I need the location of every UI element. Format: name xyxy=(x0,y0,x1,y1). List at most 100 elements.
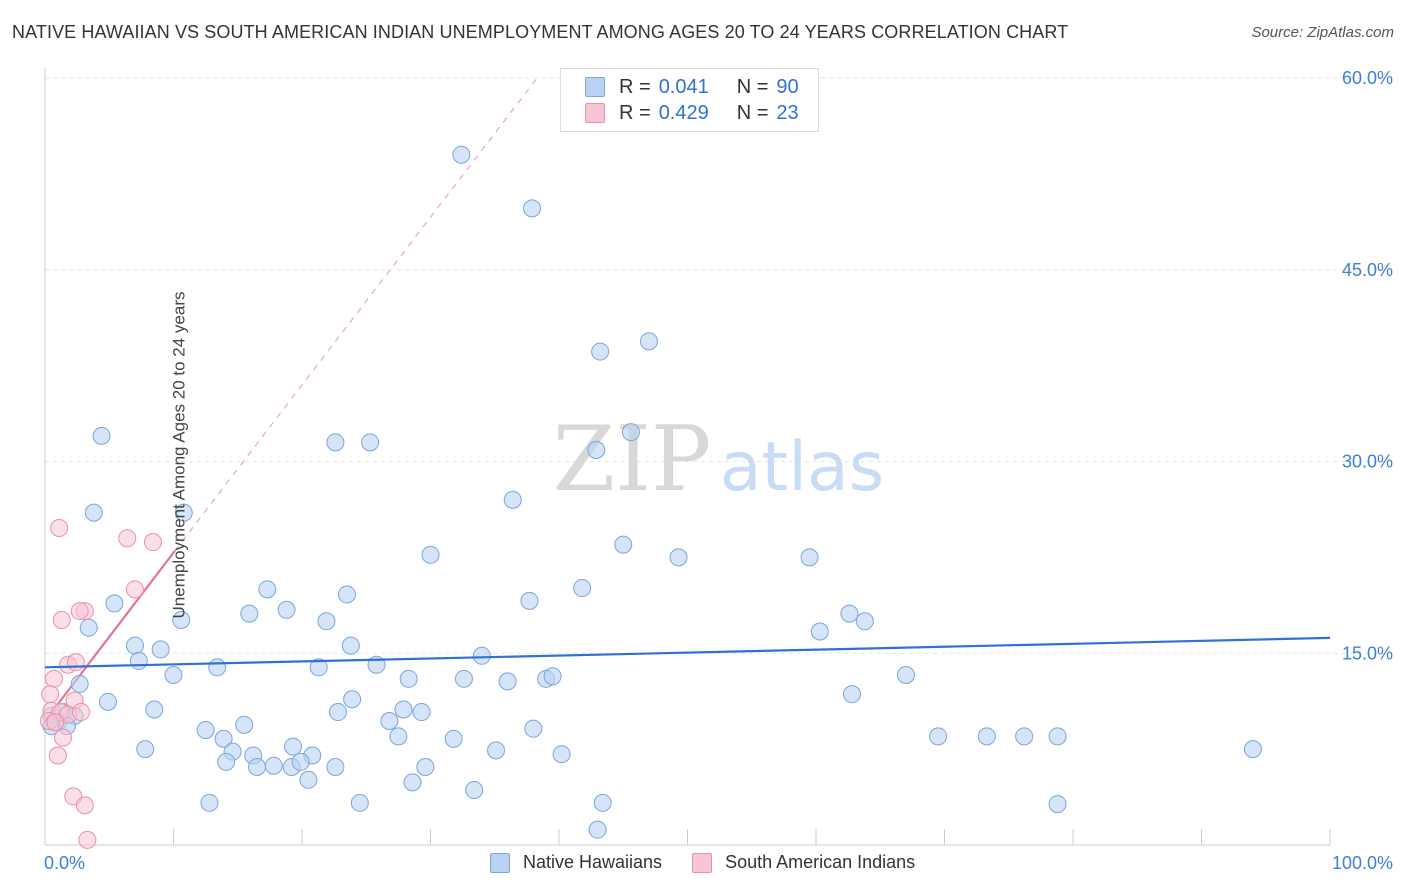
native-hawaiian-point xyxy=(341,636,360,655)
native-hawaiian-point xyxy=(520,591,539,610)
south-american-indian-point xyxy=(143,533,162,552)
native-hawaiian-point xyxy=(343,690,362,709)
y-tick-label: 15.0% xyxy=(1342,643,1393,663)
watermark-zip: ZIP xyxy=(553,407,712,512)
native-hawaiian-point xyxy=(136,740,155,759)
series-legend: Native Hawaiians South American Indians xyxy=(490,852,945,873)
south-american-indian-point xyxy=(71,703,90,722)
native-hawaiian-point xyxy=(929,727,948,746)
y-tick-label: 45.0% xyxy=(1342,260,1393,280)
legend-row-blue: R = 0.041 N = 90 xyxy=(585,75,799,99)
legend-pink-r-value: 0.429 xyxy=(658,101,709,124)
south-american-indian-point xyxy=(118,529,137,548)
gridlines xyxy=(45,77,1392,654)
native-hawaiian-point xyxy=(125,636,144,655)
native-hawaiian-point xyxy=(399,669,418,688)
native-hawaiian-point xyxy=(855,612,874,631)
south-american-indian-point xyxy=(52,611,71,630)
south-american-indian-point xyxy=(78,830,97,849)
native-hawaiian-point xyxy=(70,674,89,693)
native-hawaiian-point xyxy=(151,640,170,659)
native-hawaiian-point xyxy=(79,618,98,637)
legend-blue-n-value: 90 xyxy=(776,75,799,98)
south-american-indian-point xyxy=(46,713,65,732)
native-hawaiian-point xyxy=(840,604,859,623)
south-american-indian-point xyxy=(70,602,89,621)
south-american-indian-point xyxy=(41,685,60,704)
correlation-legend: R = 0.041 N = 90 R = 0.429 N = 23 xyxy=(560,68,819,132)
zipatlas-watermark: ZIP atlas xyxy=(553,407,884,512)
native-hawaiian-point xyxy=(98,692,117,711)
native-hawaiian-point xyxy=(389,727,408,746)
native-hawaiian-point xyxy=(573,579,592,598)
y-tick-label: 60.0% xyxy=(1342,68,1393,88)
native-hawaiian-point xyxy=(523,199,542,218)
native-hawaiian-point xyxy=(299,770,318,789)
native-hawaiian-point xyxy=(503,490,522,509)
pink-points-group xyxy=(39,518,162,849)
native-hawaiian-point xyxy=(1015,727,1034,746)
native-hawaiian-point xyxy=(284,737,303,756)
native-hawaiian-point xyxy=(454,669,473,688)
native-hawaiian-point xyxy=(264,756,283,775)
south-american-indian-point xyxy=(125,580,144,599)
native-hawaiian-point xyxy=(326,758,345,777)
native-hawaiian-point xyxy=(361,433,380,452)
blue-trend-line xyxy=(44,636,1331,669)
native-hawaiian-point xyxy=(258,580,277,599)
legend-pink-n-value: 23 xyxy=(776,101,799,124)
native-hawaiian-point xyxy=(337,585,356,604)
native-hawaiian-point xyxy=(416,758,435,777)
series-label-blue: Native Hawaiians xyxy=(523,852,663,872)
series-legend-blue: Native Hawaiians xyxy=(490,852,662,873)
pink-trend-extension xyxy=(174,77,538,552)
native-hawaiian-point xyxy=(412,703,431,722)
series-label-pink: South American Indians xyxy=(725,852,916,872)
legend-row-pink: R = 0.429 N = 23 xyxy=(585,101,799,125)
native-hawaiian-point xyxy=(487,741,506,760)
native-hawaiian-point xyxy=(172,611,191,630)
legend-n-label: N = xyxy=(736,101,769,124)
watermark-atlas: atlas xyxy=(720,428,884,507)
native-hawaiian-point xyxy=(498,672,517,691)
series-swatch-pink xyxy=(692,852,713,873)
native-hawaiian-point xyxy=(291,752,310,771)
series-swatch-blue xyxy=(490,852,510,873)
native-hawaiian-point xyxy=(248,758,267,777)
legend-r-label: R = xyxy=(619,101,651,124)
native-hawaiian-point xyxy=(669,548,688,567)
native-hawaiian-point xyxy=(326,433,345,452)
native-hawaiian-point xyxy=(309,658,328,677)
native-hawaiian-point xyxy=(394,700,413,719)
blue-trend-group xyxy=(44,636,1331,669)
native-hawaiian-point xyxy=(235,715,254,734)
tick-labels: 15.0% 30.0% 45.0% 60.0% 0.0% 100.0% xyxy=(44,68,1393,873)
south-american-indian-point xyxy=(66,653,85,672)
native-hawaiian-point xyxy=(92,426,111,445)
native-hawaiian-point xyxy=(129,651,148,670)
y-axis-label: Unemployment Among Ages 20 to 24 years xyxy=(169,291,189,619)
x-tick-label-min: 0.0% xyxy=(44,853,85,873)
y-tick-label: 30.0% xyxy=(1342,452,1393,472)
native-hawaiian-point xyxy=(403,773,422,792)
native-hawaiian-point xyxy=(421,545,440,564)
native-hawaiian-point xyxy=(552,745,571,764)
native-hawaiian-point xyxy=(1048,727,1067,746)
native-hawaiian-point xyxy=(621,423,640,442)
legend-n-label: N = xyxy=(736,75,769,98)
native-hawaiian-point xyxy=(587,440,606,459)
south-american-indian-point xyxy=(48,746,67,765)
native-hawaiian-point xyxy=(639,332,658,351)
native-hawaiian-point xyxy=(164,665,183,684)
south-american-indian-point xyxy=(50,518,69,537)
native-hawaiian-point xyxy=(214,729,233,748)
native-hawaiian-point xyxy=(277,600,296,619)
source-credit: Source: ZipAtlas.com xyxy=(1251,24,1394,41)
native-hawaiian-point xyxy=(593,793,612,812)
native-hawaiian-point xyxy=(328,703,347,722)
south-american-indian-point xyxy=(44,669,63,688)
native-hawaiian-point xyxy=(84,503,103,522)
native-hawaiian-point xyxy=(444,729,463,748)
native-hawaiian-point xyxy=(200,793,219,812)
